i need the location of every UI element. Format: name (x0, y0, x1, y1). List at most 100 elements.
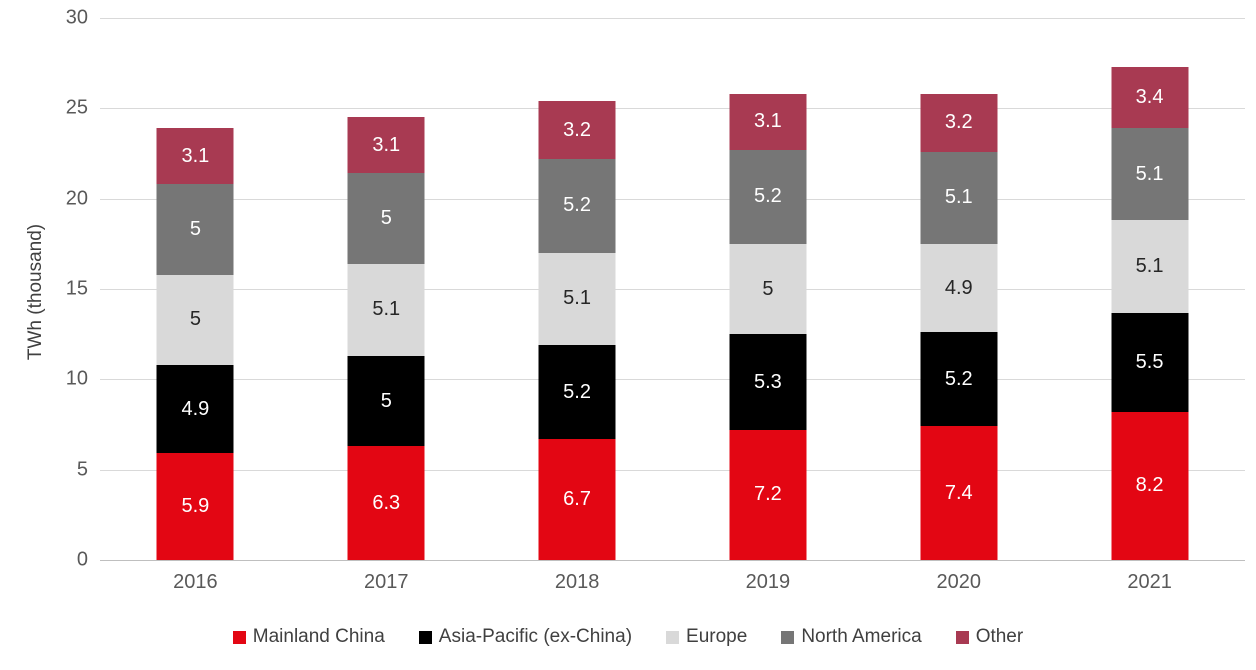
bar-segment: 3.2 (538, 101, 616, 159)
segment-data-label: 4.9 (944, 276, 973, 299)
gridline (100, 379, 1245, 381)
segment-data-label: 3.4 (1135, 86, 1164, 109)
legend-swatch (418, 630, 432, 644)
segment-data-label: 7.2 (754, 483, 782, 506)
bar-2018: 6.7 5.2 5.1 5.2 3.2 (538, 101, 616, 560)
legend-label: Other (975, 626, 1024, 647)
bar-segment: 5.2 (729, 149, 807, 244)
segment-data-label: 3.1 (754, 110, 782, 133)
segment-data-label: 5 (189, 308, 201, 331)
segment-data-label: 5.2 (944, 367, 973, 390)
segment-data-label: 5.1 (1135, 162, 1164, 185)
segment-data-label: 5.1 (944, 186, 973, 209)
segment-data-label: 3.2 (563, 118, 591, 141)
bar-2020: 7.4 5.2 4.9 5.1 3.2 (920, 93, 998, 560)
gridline (100, 289, 1245, 290)
y-axis-tick-label: 25 (65, 96, 88, 119)
bar-segment: 6.7 (538, 438, 616, 560)
bar-2021: 8.2 5.5 5.1 5.1 3.4 (1111, 66, 1189, 560)
x-axis-label: 2016 (173, 571, 218, 593)
bar-2017: 6.3 5 5.1 5 3.1 (347, 117, 425, 560)
legend-label: North America (801, 626, 922, 647)
legend-swatch (955, 630, 969, 644)
segment-data-label: 5 (762, 277, 774, 300)
bar-segment: 5.1 (1111, 128, 1189, 221)
legend-label: Europe (686, 626, 748, 647)
plot-area: 5.9 4.9 5 5 3.1 6.3 5 5.1 5 3.1 6.7 5.2 5.1 5.2 3.2 7.2… (100, 18, 1245, 561)
x-axis-label: 2018 (554, 571, 600, 593)
segment-data-label: 5.1 (563, 287, 591, 310)
y-axis-tick-label: 10 (65, 367, 88, 390)
bar-segment: 5 (729, 243, 807, 335)
y-axis-tick-label: 15 (65, 277, 88, 300)
bar-segment: 5 (347, 173, 425, 264)
gridline (100, 469, 1245, 471)
segment-data-label: 5.9 (181, 495, 210, 518)
bar-segment: 5.9 (156, 453, 234, 560)
segment-data-label: 3.2 (944, 111, 973, 134)
bar-segment: 4.9 (156, 364, 234, 454)
segment-data-label: 5.1 (372, 298, 401, 321)
bar-segment: 3.1 (347, 117, 425, 174)
bar-segment: 5.1 (347, 263, 425, 356)
y-axis-tick-label: 5 (76, 458, 88, 481)
segment-data-label: 5.3 (754, 370, 782, 393)
bar-segment: 3.1 (156, 128, 234, 185)
x-axis-label: 2017 (364, 571, 409, 593)
segment-data-label: 3.1 (372, 133, 401, 156)
y-axis-tick-label: 20 (65, 187, 88, 210)
segment-data-label: 4.9 (181, 397, 210, 420)
bar-segment: 3.4 (1111, 66, 1189, 129)
legend-label: Asia-Pacific (ex-China) (438, 626, 633, 647)
bar-segment: 5.5 (1111, 312, 1189, 412)
bar-segment: 5.2 (920, 332, 998, 427)
segment-data-label: 5 (380, 207, 392, 230)
segment-data-label: 5.1 (1135, 254, 1164, 277)
chart-legend: Mainland China Asia-Pacific (ex-China) Eur… (0, 626, 1256, 648)
gridline (100, 108, 1245, 110)
segment-data-label: 5.5 (1135, 350, 1164, 373)
gridline (100, 560, 1245, 561)
y-axis-tick-label: 30 (65, 6, 88, 29)
gridline (100, 198, 1245, 200)
x-axis-label: 2021 (1127, 571, 1172, 593)
segment-data-label: 5.2 (563, 194, 591, 217)
legend-label: Mainland China (252, 626, 385, 647)
legend-swatch (781, 630, 795, 644)
bar-2016: 5.9 4.9 5 5 3.1 (156, 128, 234, 560)
bar-segment: 5.2 (538, 158, 616, 253)
segment-data-label: 6.3 (372, 491, 401, 514)
bar-segment: 3.1 (729, 93, 807, 150)
legend-item: North America (781, 626, 922, 648)
bar-segment: 5.2 (538, 345, 616, 439)
bar-segment: 5.1 (920, 151, 998, 244)
legend-item: Asia-Pacific (ex-China) (418, 626, 633, 648)
legend-item: Europe (666, 626, 747, 648)
x-axis-label: 2020 (936, 571, 982, 593)
legend-swatch (232, 630, 246, 644)
legend-item: Other (955, 626, 1024, 648)
legend-swatch (666, 630, 680, 644)
y-axis-tick-label: 0 (76, 548, 88, 571)
segment-data-label: 7.4 (944, 481, 973, 504)
bar-segment: 5.1 (1111, 220, 1189, 313)
bar-2019: 7.2 5.3 5 5.2 3.1 (729, 93, 807, 560)
bar-segment: 5 (156, 274, 234, 365)
bar-segment: 3.2 (920, 93, 998, 152)
gridline (100, 18, 1245, 19)
segment-data-label: 8.2 (1135, 474, 1164, 497)
bar-segment: 5 (156, 184, 234, 275)
segment-data-label: 6.7 (563, 487, 591, 510)
bar-segment: 5 (347, 355, 425, 447)
bar-segment: 7.2 (729, 429, 807, 560)
bar-segment: 8.2 (1111, 411, 1189, 560)
segment-data-label: 5.2 (754, 185, 782, 208)
bar-segment: 4.9 (920, 243, 998, 333)
segment-data-label: 3.1 (181, 144, 210, 167)
legend-item: Mainland China (232, 626, 385, 648)
bar-segment: 5.1 (538, 252, 616, 346)
bar-segment: 6.3 (347, 446, 425, 560)
segment-data-label: 5.2 (563, 380, 591, 403)
bar-segment: 5.3 (729, 334, 807, 430)
